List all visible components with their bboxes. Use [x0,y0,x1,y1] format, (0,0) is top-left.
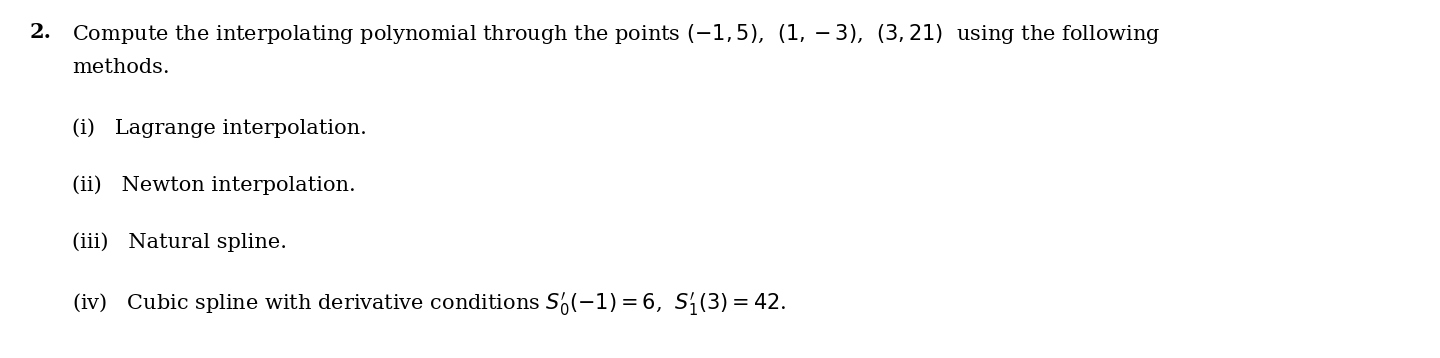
Text: (iii)   Natural spline.: (iii) Natural spline. [72,232,287,252]
Text: Compute the interpolating polynomial through the points $(-1, 5)$,  $(1, -3)$,  : Compute the interpolating polynomial thr… [72,22,1161,46]
Text: (ii)   Newton interpolation.: (ii) Newton interpolation. [72,175,356,195]
Text: methods.: methods. [72,58,170,77]
Text: (i)   Lagrange interpolation.: (i) Lagrange interpolation. [72,118,367,138]
Text: 2.: 2. [30,22,52,42]
Text: (iv)   Cubic spline with derivative conditions $S_0^{\prime}(-1) = 6$,  $S_1^{\p: (iv) Cubic spline with derivative condit… [72,290,786,318]
